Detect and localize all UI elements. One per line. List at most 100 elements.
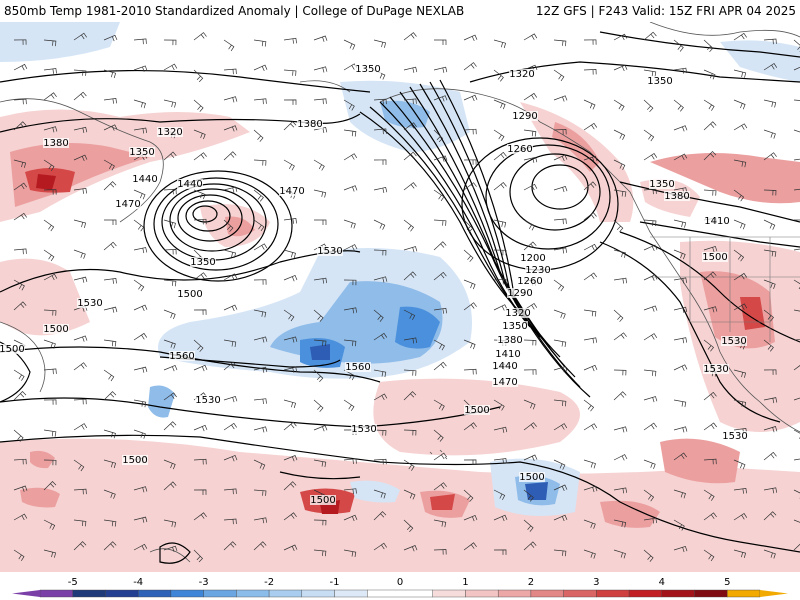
colorbar-tick-label: 4 — [659, 577, 665, 588]
wind-barb — [403, 151, 417, 161]
wind-barb — [493, 69, 504, 82]
wind-barb — [103, 69, 117, 79]
wind-barb — [373, 159, 387, 165]
contour-label: 1530 — [721, 336, 746, 347]
wind-barb — [103, 124, 118, 131]
wind-barb — [403, 66, 418, 73]
wind-barb — [73, 362, 87, 371]
wind-barb — [283, 455, 298, 462]
wind-barb — [283, 218, 297, 224]
wind-barb — [43, 249, 55, 262]
wind-barb — [613, 159, 626, 170]
wind-barb — [13, 121, 27, 131]
colorbar-tick-label: 3 — [593, 577, 599, 588]
wind-barb — [373, 458, 387, 465]
wind-barb — [733, 69, 747, 78]
contour-label-bg — [132, 174, 158, 184]
wind-barb — [403, 271, 417, 281]
wind-barb — [553, 339, 567, 348]
contour-label: 1380 — [664, 191, 689, 202]
wind-barb — [133, 332, 148, 341]
contour-label: 1500 — [122, 455, 147, 466]
wind-barb — [493, 182, 507, 191]
wind-barb — [673, 125, 688, 132]
wind-barb — [673, 153, 688, 161]
wind-barb — [193, 218, 207, 225]
wind-barb — [793, 158, 800, 161]
wind-barb — [163, 39, 177, 46]
wind-barb — [793, 339, 800, 341]
wind-barb — [673, 249, 686, 260]
wind-barb — [523, 219, 535, 231]
wind-barb — [673, 219, 687, 228]
coastlines — [0, 22, 800, 563]
contour-label: 1560 — [169, 351, 194, 362]
colorbar-segment — [661, 589, 695, 598]
colorbar-tick-label: -5 — [68, 577, 78, 588]
wind-barb — [313, 66, 328, 73]
wind-barb — [193, 152, 207, 161]
wind-barb — [433, 339, 445, 351]
contour-label: 1260 — [507, 144, 532, 155]
wind-barb — [583, 399, 595, 412]
wind-barb — [493, 99, 506, 110]
wind-barb — [643, 153, 658, 161]
contour-label-bg — [519, 472, 545, 482]
wind-barb — [613, 309, 624, 322]
wind-barb — [463, 62, 477, 71]
wind-barb — [163, 99, 177, 108]
colorbar-segment — [203, 589, 237, 598]
wind-barb — [403, 182, 417, 191]
wind-barb — [373, 219, 386, 230]
wind-barb — [673, 277, 688, 284]
wind-barb — [313, 425, 328, 432]
wind-barb — [583, 243, 598, 251]
wind-barb — [403, 459, 415, 471]
wind-barb — [223, 249, 237, 258]
wind-barb — [373, 332, 388, 341]
wind-barb — [433, 241, 447, 251]
wind-barb — [463, 249, 474, 262]
contour-label-bg — [664, 191, 690, 201]
wind-barb — [373, 186, 388, 193]
colorbar: -5 -4 -3 -2 -1 0 1 2 3 4 5 — [0, 572, 800, 600]
colorbar-tick-label: -4 — [133, 577, 143, 588]
wind-barb — [733, 399, 747, 408]
wind-barb — [613, 64, 628, 72]
wind-barb — [73, 541, 87, 551]
wind-barb — [343, 339, 357, 347]
wind-barb — [283, 37, 297, 44]
wind-barb — [373, 542, 387, 551]
wind-barb — [583, 39, 597, 45]
wind-barb — [223, 488, 237, 495]
wind-barb — [643, 517, 658, 524]
wind-barb — [583, 459, 596, 469]
wind-barb — [583, 212, 597, 221]
wind-barb — [553, 399, 567, 407]
wind-barb — [373, 429, 387, 436]
wind-barb — [43, 39, 57, 47]
wind-barb — [493, 514, 508, 522]
wind-barb — [463, 422, 477, 431]
wind-barb — [253, 279, 267, 285]
wind-barb — [673, 399, 687, 408]
wind-barb — [763, 451, 777, 461]
colorbar-segment — [170, 589, 204, 598]
wind-barb — [133, 38, 147, 45]
contour-label: 1350 — [502, 321, 527, 332]
wind-barb — [763, 129, 776, 139]
wind-barb — [433, 519, 447, 528]
wind-barb — [553, 247, 568, 254]
wind-barb — [313, 277, 327, 284]
wind-barb — [643, 305, 658, 312]
wind-barb — [643, 129, 655, 142]
wind-barb — [373, 369, 387, 378]
wind-barb — [73, 219, 87, 228]
colorbar-segment — [236, 589, 270, 598]
contour-label: 1380 — [43, 138, 68, 149]
contour-label-bg — [190, 257, 216, 267]
wind-barb — [643, 31, 657, 41]
wind-barb — [434, 39, 447, 45]
wind-barb — [343, 129, 357, 137]
wind-barb — [703, 245, 718, 253]
